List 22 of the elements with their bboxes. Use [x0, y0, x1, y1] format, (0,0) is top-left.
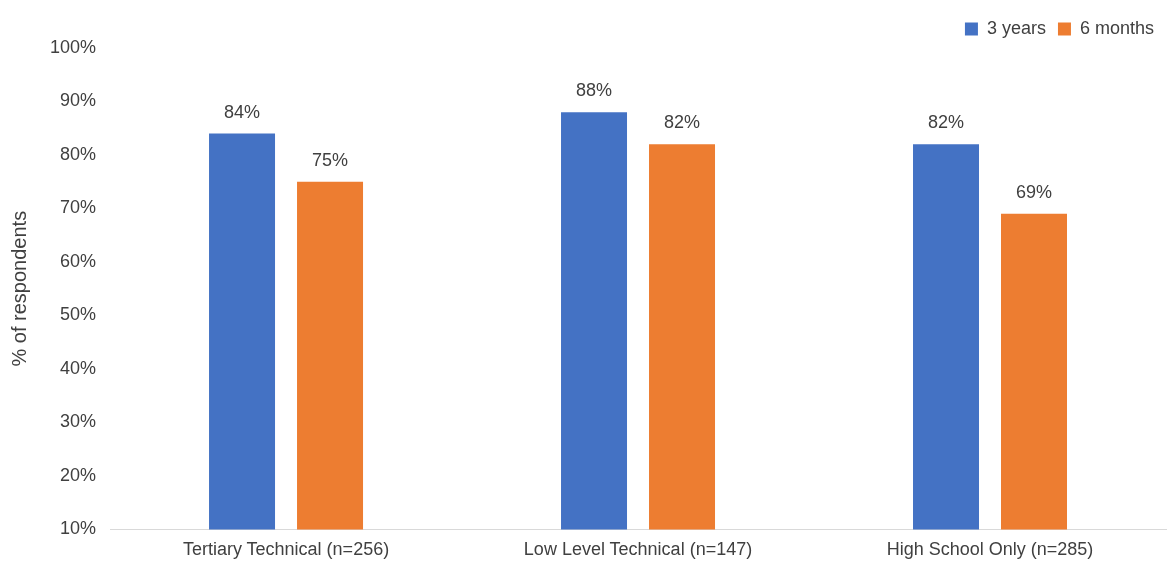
y-tick-label: 100%: [49, 36, 97, 57]
x-tick-label: Tertiary Technical (n=256): [182, 539, 390, 560]
data-label: 84%: [224, 101, 261, 122]
y-tick-label: 70%: [60, 197, 97, 218]
y-tick-label: 50%: [60, 304, 97, 325]
y-axis-title: % of respondents: [7, 210, 30, 367]
y-tick-label: 60%: [60, 250, 97, 271]
legend-label: 6 months: [1079, 17, 1155, 38]
y-tick-label: 20%: [60, 464, 97, 485]
data-label: 82%: [664, 112, 701, 133]
data-label: 82%: [927, 112, 965, 133]
data-label: 75%: [312, 149, 349, 170]
y-tick-label: 90%: [60, 90, 97, 111]
y-tick-label: 10%: [60, 518, 97, 539]
data-label: 69%: [1015, 181, 1053, 202]
x-tick-label: Low Level Technical (n=147): [523, 539, 753, 560]
y-tick-label: 40%: [60, 357, 97, 378]
y-tick-label: 30%: [60, 411, 97, 432]
x-tick-label: High School Only (n=285): [886, 539, 1094, 560]
legend-label: 3 years: [986, 17, 1046, 38]
y-tick-label: 80%: [60, 143, 97, 164]
data-label: 88%: [576, 80, 613, 101]
